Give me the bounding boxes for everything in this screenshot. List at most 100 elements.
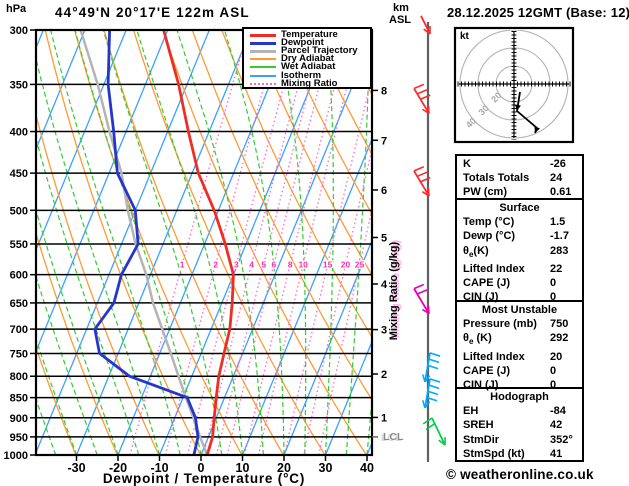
pressure-axis-unit-label: hPa xyxy=(6,3,27,15)
temperature-tick-label: 0 xyxy=(198,461,205,475)
panel-hodograph: Hodograph EH -84 SREH 42 StmDir 352° StmSpd (kt… xyxy=(455,387,584,462)
mixing-ratio-value-label: 6 xyxy=(271,260,276,270)
row-label: Lifted Index xyxy=(463,263,525,275)
wet-adiabat-line xyxy=(36,208,119,455)
skewt-plot-area: 1 2 3 4 5 6 8 10 15 20 25 xyxy=(36,30,372,455)
row-label: StmDir xyxy=(463,433,500,446)
isotherm-line xyxy=(75,30,252,455)
row-label: Totals Totals xyxy=(463,172,530,185)
legend-swatch xyxy=(250,49,276,53)
mixing-ratio-axis-label: Mixing Ratio (g/kg) xyxy=(388,241,400,341)
wet-adiabat-line xyxy=(176,30,264,455)
mixing-ratio-line xyxy=(202,30,314,455)
isotherm-line xyxy=(36,30,210,455)
km-tick-label: 5 xyxy=(381,232,387,244)
row-value: 352° xyxy=(550,433,573,446)
table-row: StmSpd (kt) 41 xyxy=(457,447,582,461)
row-label: EH xyxy=(463,405,479,418)
mixing-ratio-value-label: 10 xyxy=(298,260,308,270)
temperature-tick-label: -20 xyxy=(109,461,127,475)
table-row: Pressure (mb) 750 xyxy=(457,317,582,331)
legend-item-wet-adiabat: Wet Adiabat xyxy=(244,62,370,72)
pressure-tick-label: 750 xyxy=(10,348,28,360)
station-title: 44°49'N 20°17'E 122m ASL xyxy=(55,5,250,20)
km-tick-label: 7 xyxy=(381,135,387,147)
chart-legend: Temperature Dewpoint Parcel Trajectory Dry … xyxy=(242,27,372,89)
row-label: PW (cm) xyxy=(463,186,507,199)
temperature-axis-label: Dewpoint / Temperature (°C) xyxy=(102,471,306,486)
km-tick-label: 6 xyxy=(381,185,387,197)
wet-adiabat-line xyxy=(223,30,285,455)
km-tick-label: 1 xyxy=(381,412,387,424)
pressure-tick-label: 550 xyxy=(10,239,28,251)
pressure-tick-label: 600 xyxy=(10,270,28,282)
row-label: CIN (J) xyxy=(463,379,499,392)
wet-adiabat-line xyxy=(36,56,161,455)
hodograph-border xyxy=(453,26,575,144)
row-label: StmSpd (kt) xyxy=(463,447,525,460)
hodograph-trace-arrow xyxy=(514,104,521,111)
row-value: 0.61 xyxy=(550,186,572,199)
hodograph-unit-label: kt xyxy=(460,31,469,42)
mixing-ratio-value-label: 2 xyxy=(213,260,218,270)
km-tick-label: 4 xyxy=(381,279,388,291)
legend-swatch xyxy=(250,58,276,61)
pressure-tick-label: 950 xyxy=(10,432,28,444)
copyright-watermark: © weatheronline.co.uk xyxy=(446,467,594,482)
legend-item-label: Temperature xyxy=(281,29,338,41)
panel-surface: Surface Temp (°C) 1.5 Dewp (°C) -1.7 θe(K) 283… xyxy=(455,198,584,304)
table-row: CAPE (J) 0 xyxy=(457,276,582,290)
row-label: Lifted Index xyxy=(463,350,525,363)
isotherm-line xyxy=(241,137,372,455)
isotherm-line xyxy=(36,30,86,151)
wind-barb xyxy=(421,352,441,383)
row-value: 0 xyxy=(550,365,557,377)
temperature-tick-label: 10 xyxy=(236,461,250,475)
table-row: K -26 xyxy=(457,157,582,171)
row-value: 42 xyxy=(550,419,563,432)
legend-item-dry-adiabat: Dry Adiabat xyxy=(244,54,370,64)
wet-adiabat-line xyxy=(36,337,78,455)
pressure-tick-label: 350 xyxy=(10,79,28,91)
table-row: Dewp (°C) -1.7 xyxy=(457,229,582,243)
isotherm-line xyxy=(200,36,372,455)
pressure-tick-label: 900 xyxy=(10,413,28,425)
mixing-ratio-value-label: 3 xyxy=(234,260,239,270)
legend-swatch xyxy=(250,82,276,85)
wind-barb xyxy=(420,15,431,35)
temperature-tick-label: -30 xyxy=(67,461,85,475)
mixing-ratio-value-label: 25 xyxy=(355,260,365,270)
temperature-tick-label: 20 xyxy=(277,461,291,475)
dry-adiabat-line xyxy=(36,345,77,455)
panel-header: Hodograph xyxy=(490,391,549,403)
row-label: CIN (J) xyxy=(463,291,499,304)
legend-item-dewpoint: Dewpoint xyxy=(244,38,370,47)
table-row: CAPE (J) 0 xyxy=(457,364,582,378)
mixing-ratio-line xyxy=(215,30,325,455)
mixing-ratio-value-label: 20 xyxy=(341,260,351,270)
table-row: Totals Totals 24 xyxy=(457,171,582,185)
legend-item-parcel-trajectory: Parcel Trajectory xyxy=(244,46,370,55)
legend-swatch xyxy=(250,66,276,69)
hodograph-ring-label: 20 xyxy=(489,90,503,104)
legend-item-isotherm: Isotherm xyxy=(244,70,370,80)
table-row: Lifted Index 20 xyxy=(457,350,582,364)
row-value: 292 xyxy=(550,332,569,345)
wet-adiabat-line xyxy=(36,136,140,455)
mixing-ratio-value-label: 5 xyxy=(261,260,266,270)
km-tick-label: 8 xyxy=(381,85,387,97)
row-value: -26 xyxy=(550,158,566,170)
legend-swatch xyxy=(250,41,276,45)
legend-item-temperature: Temperature xyxy=(244,29,370,41)
table-row: SREH 42 xyxy=(457,418,582,432)
mixing-ratio-line xyxy=(226,30,335,455)
table-row: StmDir 352° xyxy=(457,433,582,447)
row-label: K xyxy=(463,158,471,170)
isotherm-line xyxy=(36,30,169,354)
row-value: 0 xyxy=(550,277,557,290)
row-value: 24 xyxy=(550,172,563,185)
pressure-tick-label: 300 xyxy=(10,25,28,37)
temperature-tick-label: 30 xyxy=(319,461,333,475)
